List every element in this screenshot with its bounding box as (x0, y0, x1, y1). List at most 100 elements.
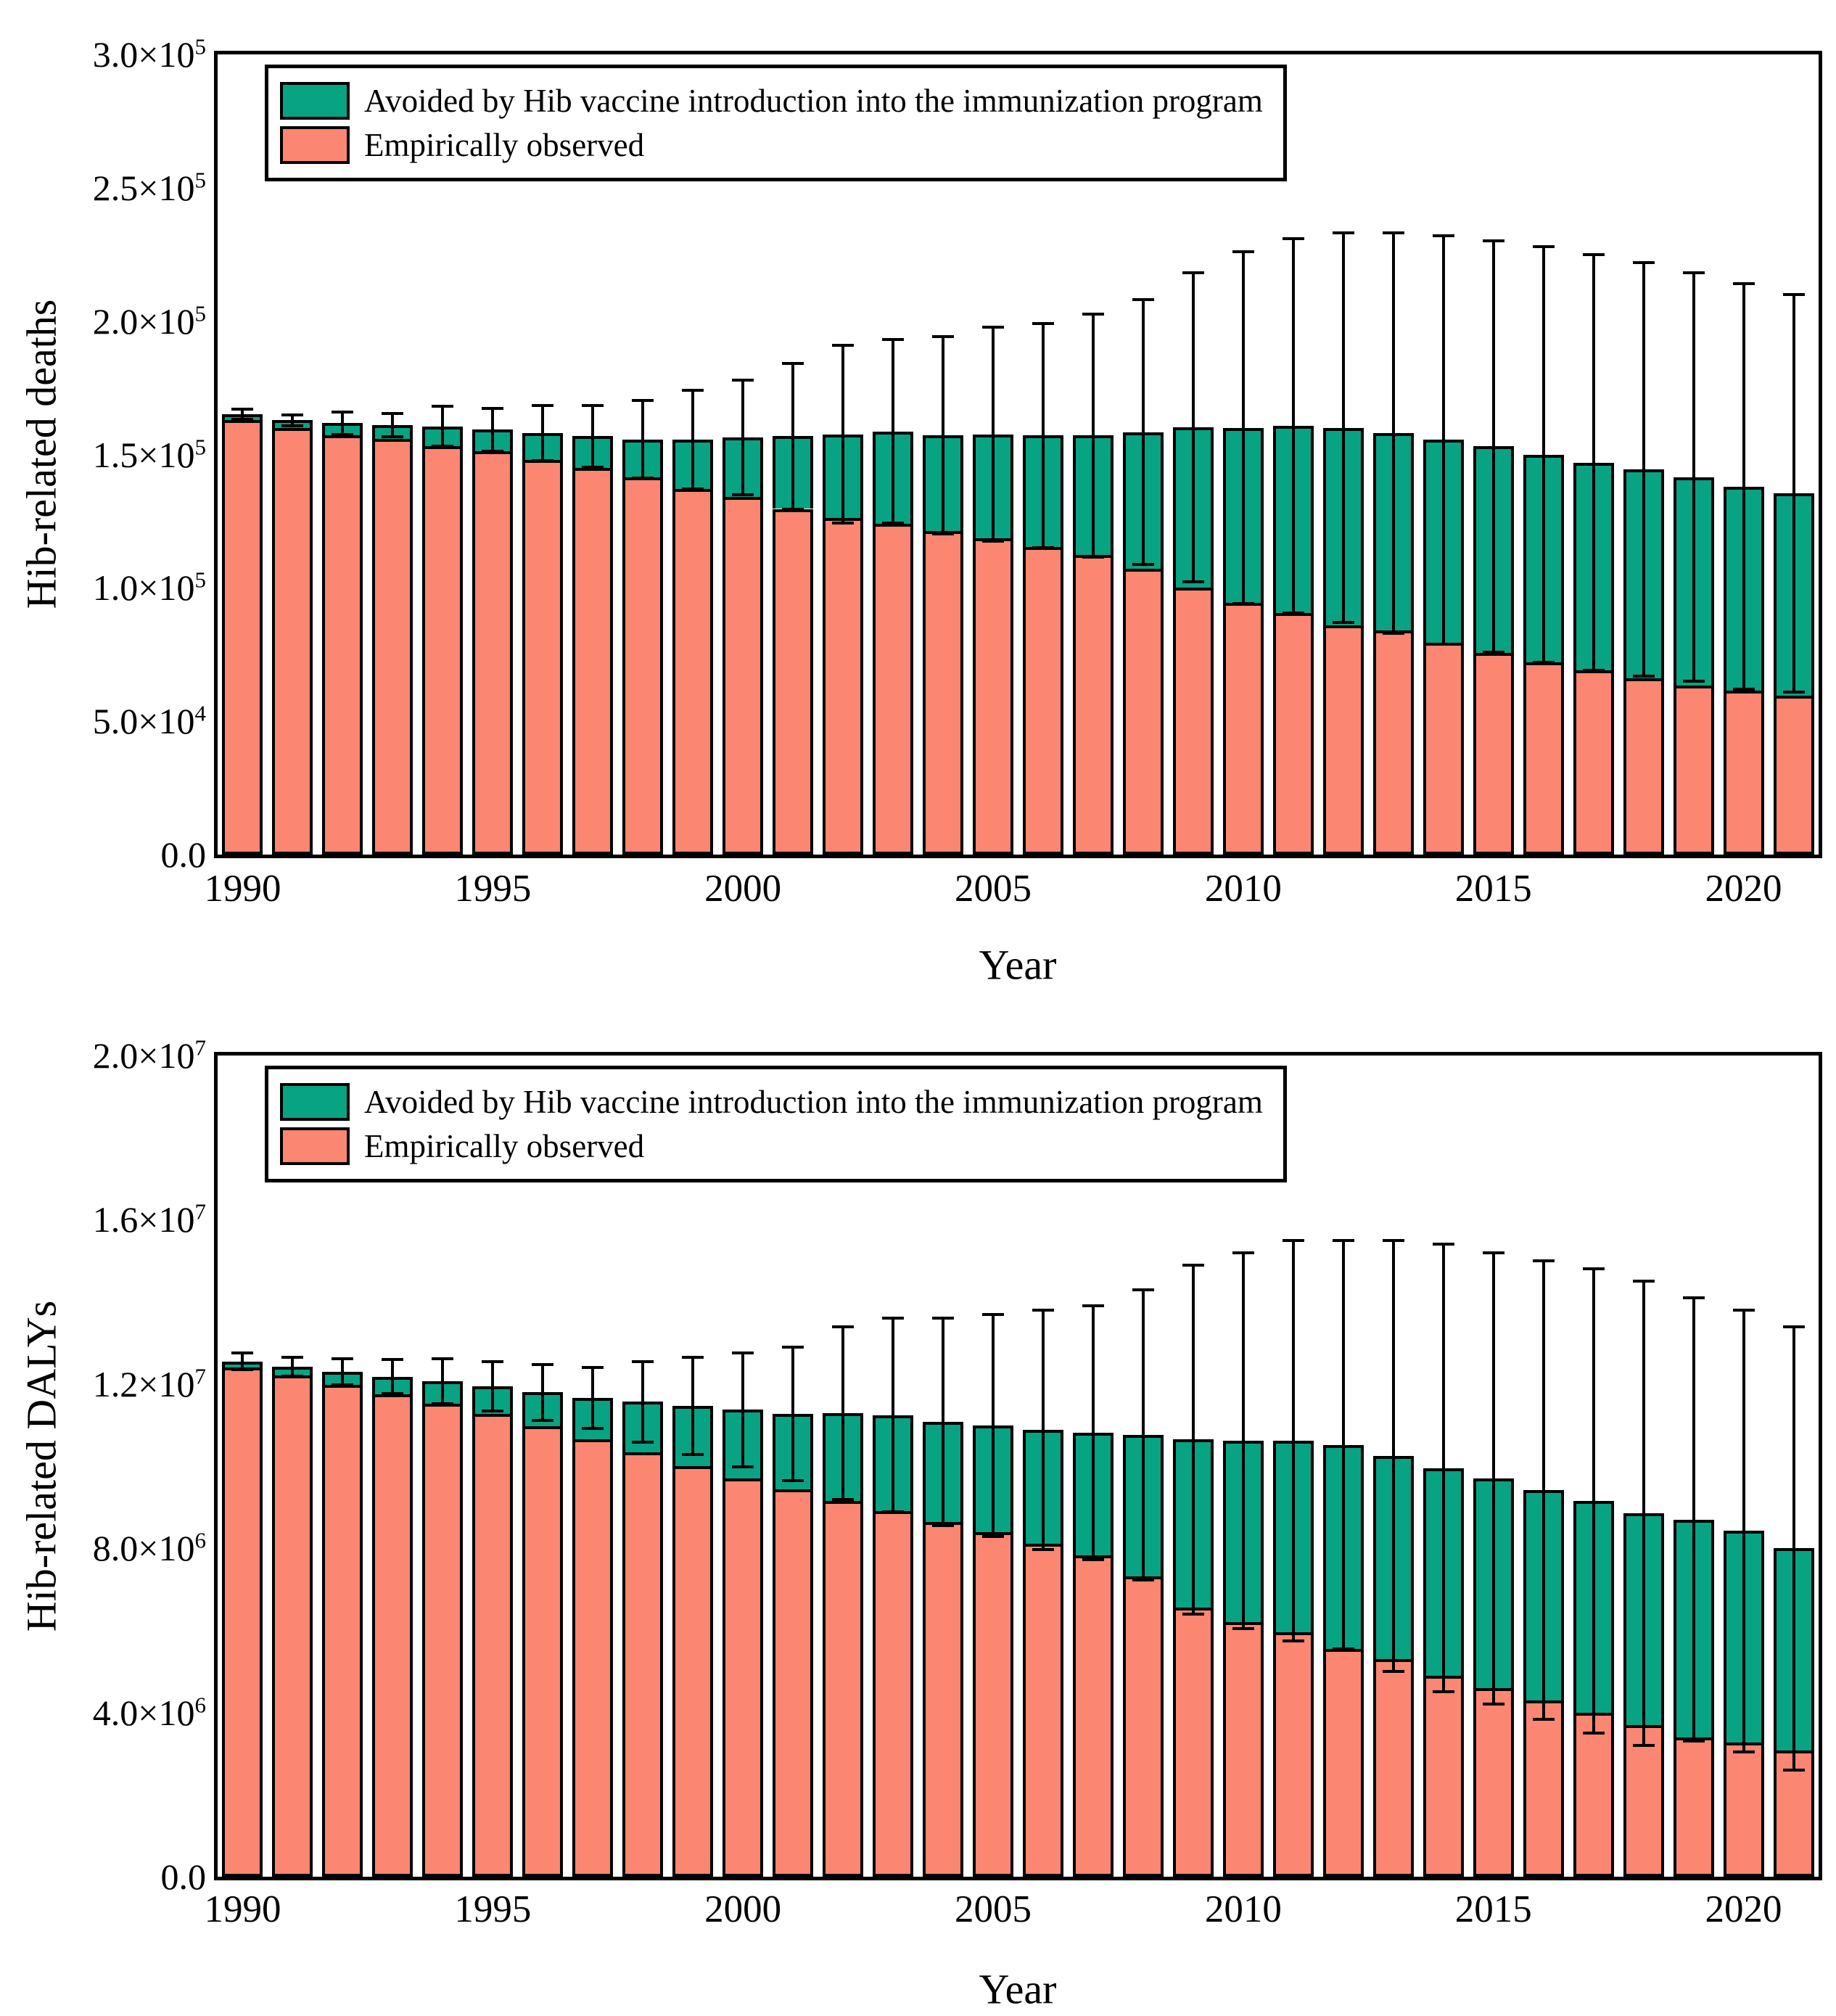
error-bar-line (992, 1314, 995, 1537)
error-bar-cap-bottom (982, 1535, 1005, 1539)
error-bar-line (1792, 294, 1795, 692)
error-bar-cap-top (532, 404, 554, 408)
error-bar-cap-top (532, 1362, 554, 1366)
error-bar-line (391, 413, 395, 437)
error-bar-line (691, 1357, 695, 1455)
error-bar-cap-bottom (682, 487, 704, 490)
bar-observed-segment (622, 1452, 664, 1877)
error-bar-cap-top (1382, 231, 1404, 235)
error-bar-cap-top (832, 343, 855, 347)
y-tick-label: 2.0×107 (92, 1034, 206, 1076)
bar-observed-segment (1072, 555, 1113, 855)
error-bar-cap-bottom (432, 444, 454, 448)
bar-observed-segment (1272, 613, 1314, 855)
bar-observed-segment (923, 1521, 964, 1877)
legend-swatch-avoided (280, 82, 350, 120)
error-bar-cap-top (1182, 1263, 1204, 1267)
legend-item-label: Avoided by Hib vaccine introduction into… (364, 1084, 1263, 1120)
x-axis-title-deaths: Year (979, 941, 1057, 989)
bar-observed-segment (1322, 1648, 1364, 1877)
error-bar-cap-top (1032, 1308, 1054, 1312)
error-bar-cap-bottom (1482, 1703, 1504, 1706)
error-bar-cap-top (1682, 1296, 1705, 1299)
legend-swatch-avoided (280, 1083, 350, 1121)
error-bar-cap-bottom (1282, 1639, 1304, 1643)
error-bar-cap-top (1782, 292, 1805, 296)
error-bar-cap-bottom (1782, 690, 1805, 694)
error-bar-line (1541, 246, 1545, 663)
y-tick-label: 2.0×105 (92, 300, 206, 342)
error-bar-line (1391, 1240, 1395, 1671)
error-bar-cap-bottom (882, 522, 905, 525)
error-bar-cap-bottom (1432, 1690, 1454, 1694)
error-bar-cap-top (231, 407, 254, 411)
x-tick-label: 2010 (1204, 1888, 1282, 1930)
error-bar-cap-top (1332, 1238, 1354, 1242)
error-bar-line (1291, 238, 1295, 613)
error-bar-cap-top (231, 1351, 254, 1355)
bar-observed-segment (222, 1367, 263, 1877)
bar-observed-segment (1723, 690, 1764, 855)
error-bar-cap-top (932, 1317, 955, 1320)
error-bar-cap-bottom (1032, 546, 1054, 550)
error-bar-cap-bottom (281, 1375, 304, 1378)
error-bar-line (341, 412, 345, 435)
error-bar-cap-top (1532, 1259, 1555, 1262)
error-bar-line (341, 1358, 345, 1385)
bar-observed-segment (1623, 1724, 1664, 1877)
bar-observed-segment (422, 446, 464, 855)
error-bar-cap-bottom (732, 1465, 754, 1468)
legend-item-label: Empirically observed (364, 1128, 645, 1164)
error-bar-line (791, 363, 795, 509)
error-bar-cap-bottom (1232, 1627, 1254, 1631)
error-bar-line (791, 1346, 795, 1481)
bar-observed-segment (372, 439, 413, 855)
error-bar-line (1041, 1309, 1045, 1550)
error-bar-cap-bottom (832, 522, 855, 525)
legend-item: Empirically observed (280, 125, 1263, 165)
error-bar-line (1041, 323, 1045, 548)
error-bar-line (942, 1318, 945, 1526)
bar-observed-segment (1623, 678, 1664, 855)
error-bar-cap-top (281, 1356, 304, 1359)
error-bar-line (1642, 262, 1645, 676)
bar-observed-segment (1122, 1576, 1164, 1877)
y-tick-label: 0.0 (160, 1856, 207, 1897)
bar-observed-segment (1673, 1737, 1714, 1877)
bar-observed-segment (1523, 662, 1564, 855)
error-bar-cap-bottom (882, 1510, 905, 1514)
error-bar-cap-bottom (1132, 1579, 1154, 1582)
error-bar-cap-bottom (482, 1409, 504, 1412)
error-bar-cap-bottom (532, 1418, 554, 1422)
error-bar-line (641, 1361, 645, 1442)
error-bar-cap-bottom (281, 424, 304, 428)
error-bar-line (1541, 1261, 1545, 1719)
bar-observed-segment (1723, 1742, 1764, 1877)
error-bar-line (1391, 233, 1395, 633)
error-bar-cap-top (1582, 1267, 1605, 1271)
error-bar-cap-bottom (782, 1479, 804, 1483)
error-bar-cap-bottom (932, 532, 955, 535)
error-bar-cap-top (882, 1317, 905, 1320)
bar-observed-segment (672, 1466, 714, 1877)
error-bar-line (841, 345, 845, 524)
error-bar-cap-bottom (1782, 1768, 1805, 1772)
error-bar-cap-bottom (1032, 1548, 1054, 1552)
bar-observed-segment (472, 451, 514, 855)
error-bar-cap-top (982, 326, 1005, 329)
bar-observed-segment (923, 531, 964, 855)
error-bar-line (1291, 1240, 1295, 1642)
error-bar-cap-bottom (432, 1402, 454, 1405)
bar-observed-segment (1222, 1622, 1264, 1877)
error-bar-line (441, 1358, 445, 1404)
legend-item: Empirically observed (280, 1126, 1263, 1167)
error-bar-cap-top (982, 1312, 1005, 1316)
error-bar-line (1692, 1297, 1695, 1742)
bar-observed-segment (1573, 670, 1614, 855)
error-bar-cap-top (1782, 1325, 1805, 1328)
error-bar-cap-bottom (1382, 631, 1404, 635)
legend-swatch-observed (280, 1127, 350, 1165)
error-bar-cap-bottom (1182, 580, 1204, 584)
y-tick-label: 5.0×104 (92, 700, 206, 742)
